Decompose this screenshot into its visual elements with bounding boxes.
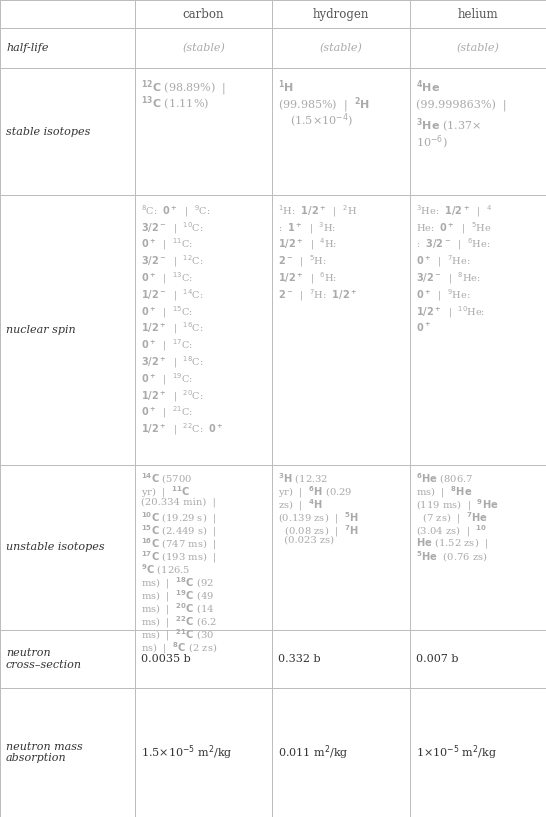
Text: (7 zs)  |  $\mathbf{^{7}He}$: (7 zs) | $\mathbf{^{7}He}$ bbox=[416, 510, 488, 526]
Text: $\bf{2^-}$  |  $^{5}$H:: $\bf{2^-}$ | $^{5}$H: bbox=[278, 253, 327, 269]
Text: (119 ms)  |  $\mathbf{^{9}He}$: (119 ms) | $\mathbf{^{9}He}$ bbox=[416, 497, 498, 513]
Text: nuclear spin: nuclear spin bbox=[6, 325, 76, 335]
Text: (3.04 zs)  |  $\mathbf{^{10}}$: (3.04 zs) | $\mathbf{^{10}}$ bbox=[416, 523, 487, 538]
Text: ms)  |  $\mathbf{^{19}C}$ (49: ms) | $\mathbf{^{19}C}$ (49 bbox=[141, 588, 214, 604]
Text: (0.139 zs)  |  $\mathbf{^{5}H}$: (0.139 zs) | $\mathbf{^{5}H}$ bbox=[278, 510, 359, 526]
Text: $\mathbf{^{3}}$$\mathbf{He}$ (1.37$\times$: $\mathbf{^{3}}$$\mathbf{He}$ (1.37$\time… bbox=[416, 117, 481, 135]
Text: $\mathbf{^{1}}$$\mathbf{H}$: $\mathbf{^{1}}$$\mathbf{H}$ bbox=[278, 78, 294, 95]
Text: $\bf{1/2^+}$  |  $^{16}$C:: $\bf{1/2^+}$ | $^{16}$C: bbox=[141, 320, 204, 337]
Text: $\bf{0^+}$  |  $^{19}$C:: $\bf{0^+}$ | $^{19}$C: bbox=[141, 371, 193, 386]
Text: (0.08 zs)  |  $\mathbf{^{7}H}$: (0.08 zs) | $\mathbf{^{7}H}$ bbox=[278, 523, 359, 538]
Text: $\mathbf{^{4}}$$\mathbf{He}$: $\mathbf{^{4}}$$\mathbf{He}$ bbox=[416, 78, 440, 95]
Text: $\bf{0^+}$  |  $^{13}$C:: $\bf{0^+}$ | $^{13}$C: bbox=[141, 270, 193, 286]
Text: $\mathbf{^{12}}$$\mathbf{C}$ (98.89%)  |: $\mathbf{^{12}}$$\mathbf{C}$ (98.89%) | bbox=[141, 78, 226, 97]
Text: $\mathbf{^{14}C}$ (5700: $\mathbf{^{14}C}$ (5700 bbox=[141, 471, 192, 486]
Text: He:  $\bf{0^+}$  |  $^{5}$He: He: $\bf{0^+}$ | $^{5}$He bbox=[416, 220, 491, 235]
Text: ms)  |  $\mathbf{^{20}C}$ (14: ms) | $\mathbf{^{20}C}$ (14 bbox=[141, 601, 215, 617]
Text: unstable isotopes: unstable isotopes bbox=[6, 542, 105, 552]
Text: $\mathbf{^{16}C}$ (747 ms)  |: $\mathbf{^{16}C}$ (747 ms) | bbox=[141, 536, 217, 551]
Text: 0.0035 b: 0.0035 b bbox=[141, 654, 191, 664]
Text: $\mathbf{^{17}C}$ (193 ms)  |: $\mathbf{^{17}C}$ (193 ms) | bbox=[141, 549, 217, 565]
Text: half-life: half-life bbox=[6, 43, 49, 53]
Text: (stable): (stable) bbox=[182, 42, 225, 53]
Text: $\bf{2^-}$  |  $^{7}$H:  $\bf{1/2^+}$: $\bf{2^-}$ | $^{7}$H: $\bf{1/2^+}$ bbox=[278, 287, 358, 303]
Text: hydrogen: hydrogen bbox=[313, 7, 369, 20]
Text: $\bf{1/2^+}$  |  $^{10}$He:: $\bf{1/2^+}$ | $^{10}$He: bbox=[416, 304, 485, 319]
Text: ms)  |  $\mathbf{^{8}He}$: ms) | $\mathbf{^{8}He}$ bbox=[416, 484, 472, 500]
Text: $^{1}$H:  $\bf{1/2^+}$  |  $^{2}$H: $^{1}$H: $\bf{1/2^+}$ | $^{2}$H bbox=[278, 203, 357, 219]
Text: (99.985%)  |  $\mathbf{^{2}}$$\mathbf{H}$: (99.985%) | $\mathbf{^{2}}$$\mathbf{H}$ bbox=[278, 95, 370, 114]
Text: $\bf{3/2^-}$  |  $^{8}$He:: $\bf{3/2^-}$ | $^{8}$He: bbox=[416, 270, 481, 286]
Text: $\mathbf{^{15}C}$ (2.449 s)  |: $\mathbf{^{15}C}$ (2.449 s) | bbox=[141, 523, 217, 538]
Text: $\mathbf{He}$ (1.52 zs)  |: $\mathbf{He}$ (1.52 zs) | bbox=[416, 536, 488, 550]
Text: $\mathbf{^{3}H}$ (12.32: $\mathbf{^{3}H}$ (12.32 bbox=[278, 471, 328, 486]
Text: neutron
cross–section: neutron cross–section bbox=[6, 648, 82, 670]
Text: $\bf{3/2^-}$  |  $^{10}$C:: $\bf{3/2^-}$ | $^{10}$C: bbox=[141, 220, 204, 235]
Text: ms)  |  $\mathbf{^{18}C}$ (92: ms) | $\mathbf{^{18}C}$ (92 bbox=[141, 575, 214, 591]
Text: yr)  |  $\mathbf{^{6}H}$ (0.29: yr) | $\mathbf{^{6}H}$ (0.29 bbox=[278, 484, 352, 500]
Text: $\bf{0^+}$  |  $^{11}$C:: $\bf{0^+}$ | $^{11}$C: bbox=[141, 237, 193, 252]
Text: (1.5$\times$10$^{-4}$): (1.5$\times$10$^{-4}$) bbox=[290, 112, 353, 130]
Text: 1.5×10$^{-5}$ m$^2$/kg: 1.5×10$^{-5}$ m$^2$/kg bbox=[141, 743, 233, 761]
Text: stable isotopes: stable isotopes bbox=[6, 127, 91, 136]
Text: $^{3}$He:  $\bf{1/2^+}$  |  $^{4}$: $^{3}$He: $\bf{1/2^+}$ | $^{4}$ bbox=[416, 203, 492, 219]
Text: $\mathbf{^{9}C}$ (126.5: $\mathbf{^{9}C}$ (126.5 bbox=[141, 562, 191, 577]
Text: $^{8}$C:  $\bf{0^+}$  |  $^{9}$C:: $^{8}$C: $\bf{0^+}$ | $^{9}$C: bbox=[141, 203, 210, 219]
Text: $\mathbf{^{10}C}$ (19.29 s)  |: $\mathbf{^{10}C}$ (19.29 s) | bbox=[141, 510, 216, 526]
Text: $\bf{1/2^-}$  |  $^{14}$C:: $\bf{1/2^-}$ | $^{14}$C: bbox=[141, 287, 204, 303]
Text: :  $\bf{1^+}$  |  $^{3}$H:: : $\bf{1^+}$ | $^{3}$H: bbox=[278, 220, 336, 235]
Text: helium: helium bbox=[458, 7, 498, 20]
Text: ms)  |  $\mathbf{^{21}C}$ (30: ms) | $\mathbf{^{21}C}$ (30 bbox=[141, 627, 214, 643]
Text: (20.334 min)  |: (20.334 min) | bbox=[141, 497, 216, 507]
Text: $\mathbf{^{5}He}$  (0.76 zs): $\mathbf{^{5}He}$ (0.76 zs) bbox=[416, 549, 488, 564]
Text: $\bf{0^+}$  |  $^{9}$He:: $\bf{0^+}$ | $^{9}$He: bbox=[416, 287, 471, 303]
Text: $\mathbf{^{6}He}$ (806.7: $\mathbf{^{6}He}$ (806.7 bbox=[416, 471, 473, 486]
Text: $\bf{3/2^+}$  |  $^{18}$C:: $\bf{3/2^+}$ | $^{18}$C: bbox=[141, 355, 204, 370]
Text: $\bf{3/2^-}$  |  $^{12}$C:: $\bf{3/2^-}$ | $^{12}$C: bbox=[141, 253, 204, 269]
Text: ns)  |  $\mathbf{^{8}C}$ (2 zs): ns) | $\mathbf{^{8}C}$ (2 zs) bbox=[141, 640, 217, 656]
Text: (stable): (stable) bbox=[456, 42, 500, 53]
Text: :  $\bf{3/2^-}$  |  $^{6}$He:: : $\bf{3/2^-}$ | $^{6}$He: bbox=[416, 237, 490, 252]
Text: (99.999863%)  |: (99.999863%) | bbox=[416, 100, 507, 112]
Text: $\bf{0^+}$  |  $^{21}$C:: $\bf{0^+}$ | $^{21}$C: bbox=[141, 404, 193, 421]
Text: $\mathbf{^{13}}$$\mathbf{C}$ (1.11%): $\mathbf{^{13}}$$\mathbf{C}$ (1.11%) bbox=[141, 95, 209, 113]
Text: (stable): (stable) bbox=[319, 42, 363, 53]
Text: zs)  |  $\mathbf{^{4}H}$: zs) | $\mathbf{^{4}H}$ bbox=[278, 497, 323, 513]
Text: $\bf{0^+}$: $\bf{0^+}$ bbox=[416, 320, 431, 333]
Text: $\bf{0^+}$  |  $^{7}$He:: $\bf{0^+}$ | $^{7}$He: bbox=[416, 253, 471, 269]
Text: carbon: carbon bbox=[183, 7, 224, 20]
Text: neutron mass
absorption: neutron mass absorption bbox=[6, 742, 83, 763]
Text: $\bf{0^+}$  |  $^{17}$C:: $\bf{0^+}$ | $^{17}$C: bbox=[141, 337, 193, 353]
Text: yr)  |  $\mathbf{^{11}C}$: yr) | $\mathbf{^{11}C}$ bbox=[141, 484, 190, 500]
Text: $\bf{1/2^+}$  |  $^{20}$C:: $\bf{1/2^+}$ | $^{20}$C: bbox=[141, 388, 204, 404]
Text: 0.011 m$^2$/kg: 0.011 m$^2$/kg bbox=[278, 743, 348, 761]
Text: 1×10$^{-5}$ m$^2$/kg: 1×10$^{-5}$ m$^2$/kg bbox=[416, 743, 497, 761]
Text: $\bf{0^+}$  |  $^{15}$C:: $\bf{0^+}$ | $^{15}$C: bbox=[141, 304, 193, 319]
Text: $\bf{1/2^+}$  |  $^{6}$H:: $\bf{1/2^+}$ | $^{6}$H: bbox=[278, 270, 337, 286]
Text: $\bf{1/2^+}$  |  $^{22}$C:  $\bf{0^+}$: $\bf{1/2^+}$ | $^{22}$C: $\bf{0^+}$ bbox=[141, 422, 224, 437]
Text: (0.023 zs): (0.023 zs) bbox=[278, 536, 334, 545]
Text: 0.007 b: 0.007 b bbox=[416, 654, 459, 664]
Text: ms)  |  $\mathbf{^{22}C}$ (6.2: ms) | $\mathbf{^{22}C}$ (6.2 bbox=[141, 614, 217, 630]
Text: 0.332 b: 0.332 b bbox=[278, 654, 321, 664]
Text: $\bf{1/2^+}$  |  $^{4}$H:: $\bf{1/2^+}$ | $^{4}$H: bbox=[278, 237, 337, 252]
Text: 10$^{-6}$): 10$^{-6}$) bbox=[416, 134, 448, 152]
